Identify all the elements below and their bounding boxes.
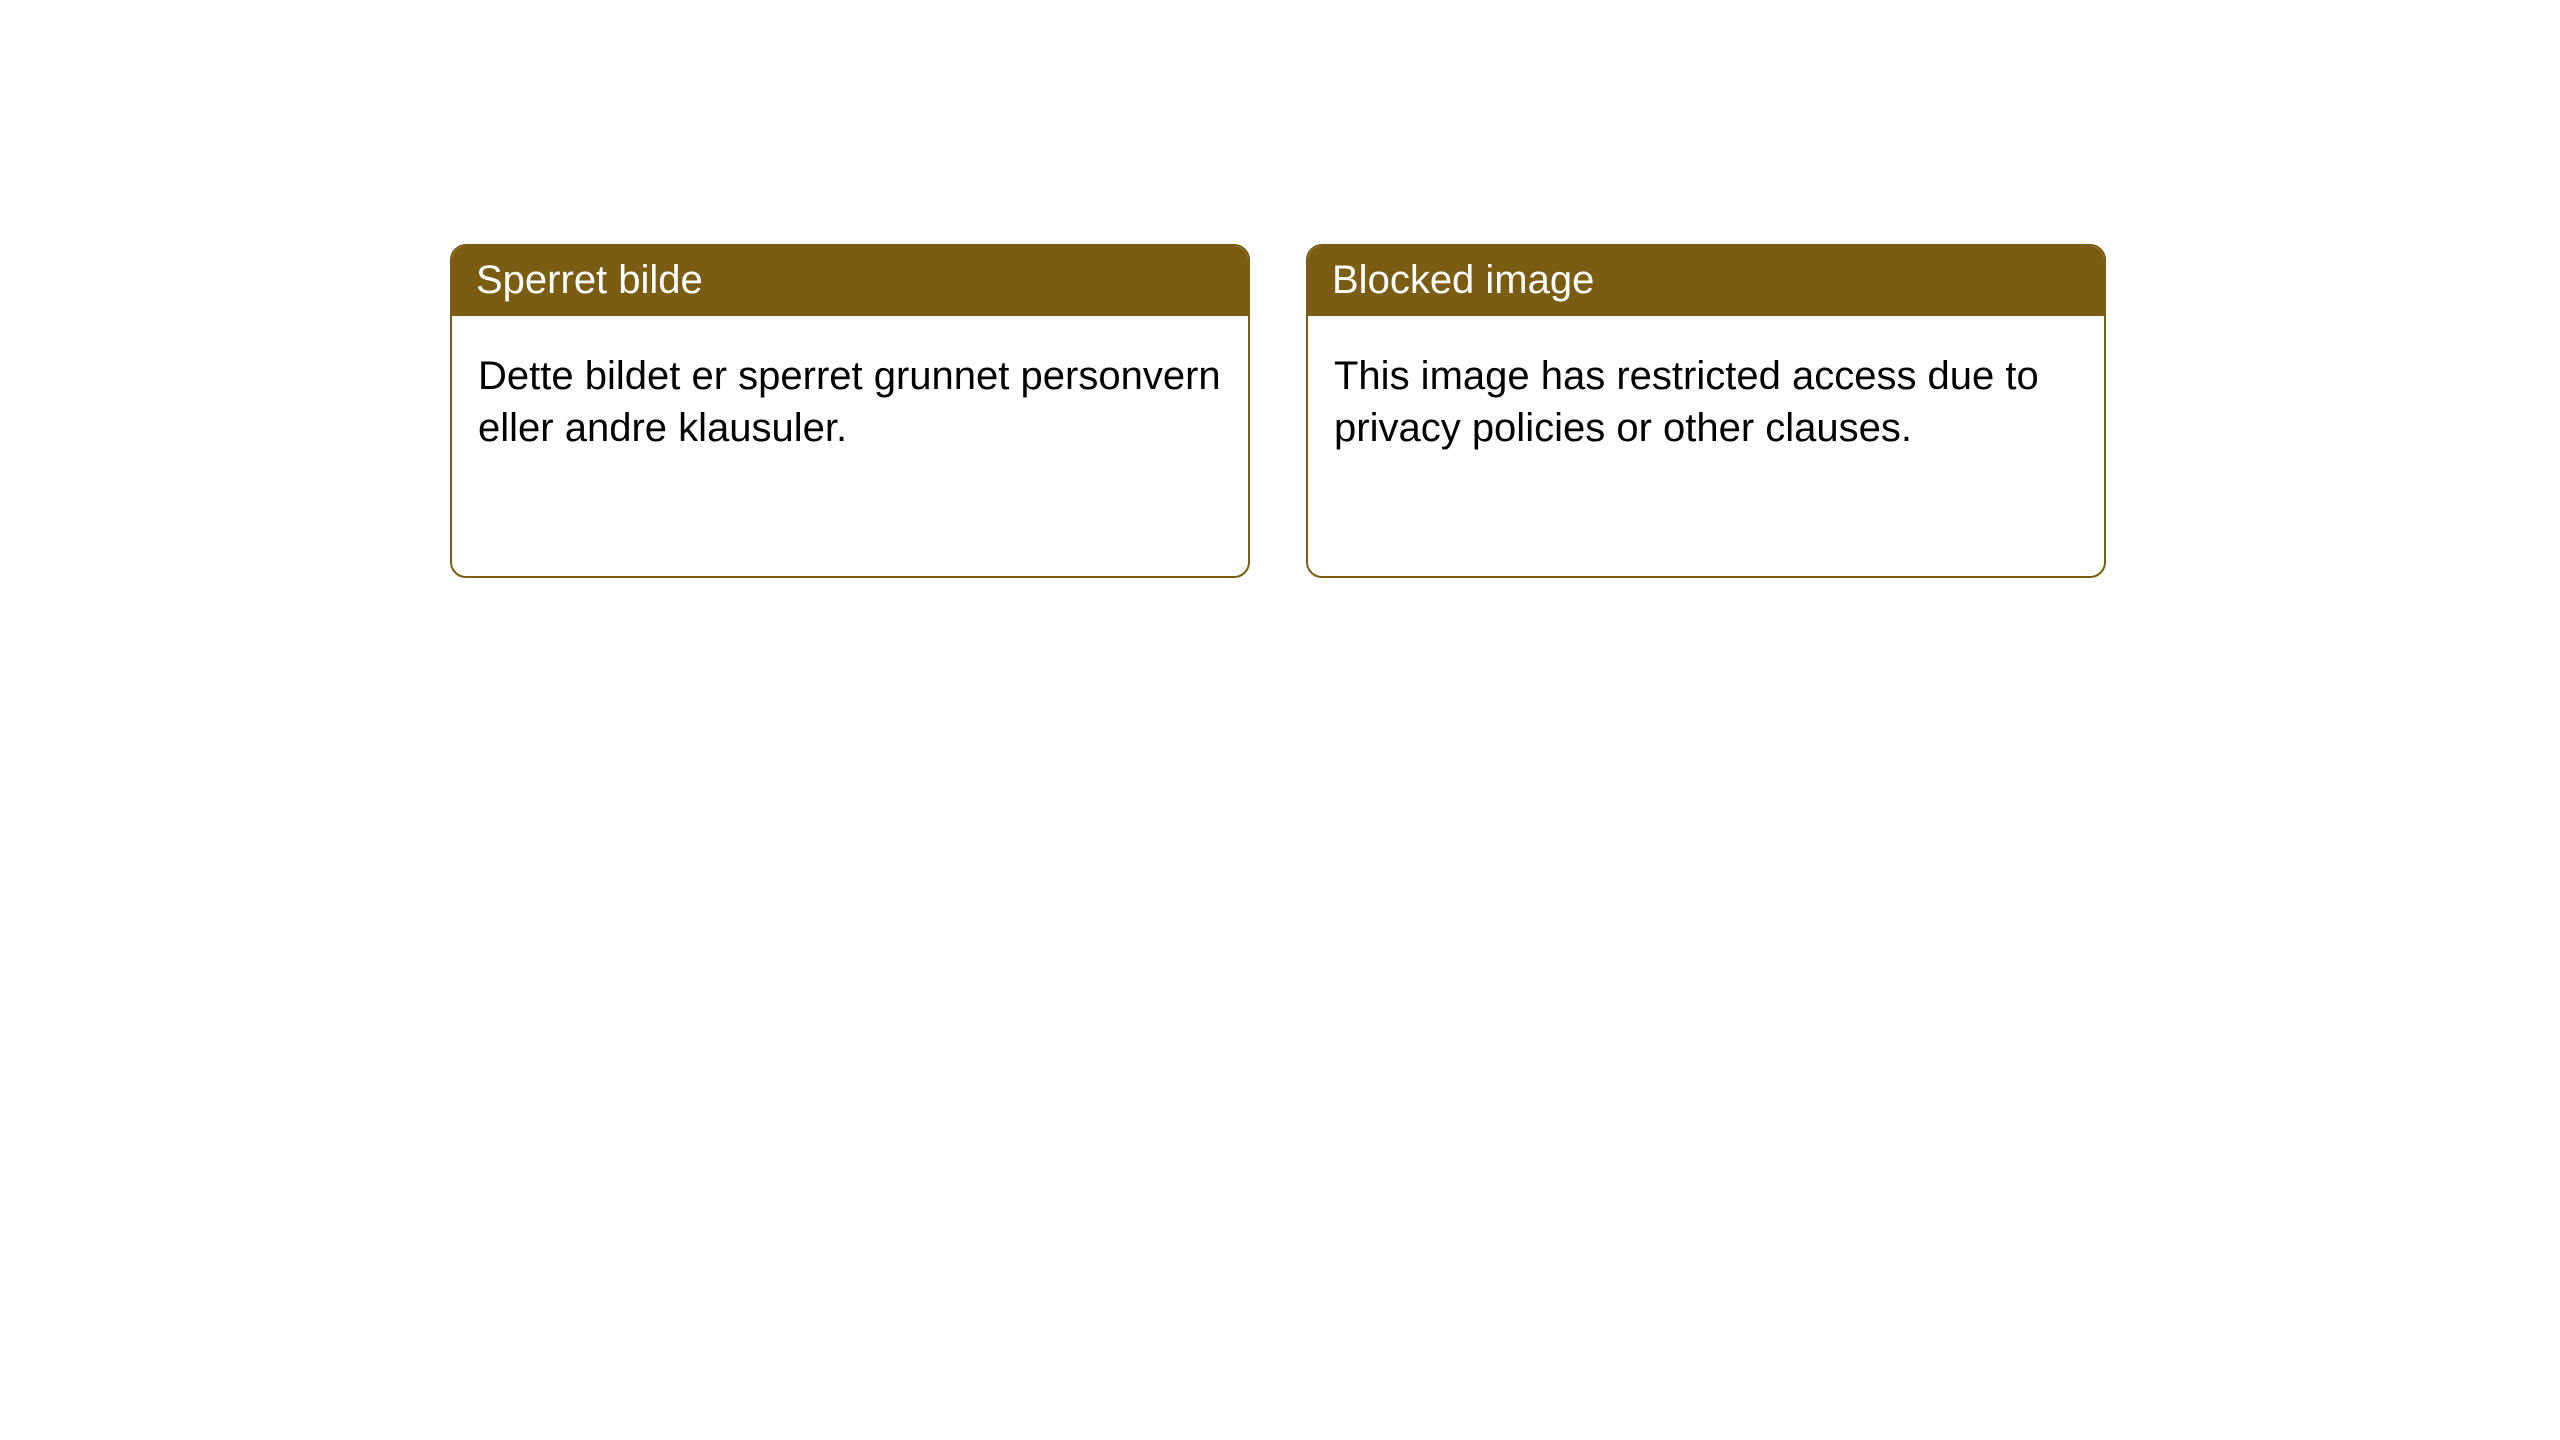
notice-title: Blocked image <box>1332 258 1594 302</box>
notice-body: Dette bildet er sperret grunnet personve… <box>452 316 1248 488</box>
notice-text: This image has restricted access due to … <box>1334 354 2039 450</box>
notice-container: Sperret bilde Dette bildet er sperret gr… <box>450 244 2106 578</box>
notice-card-english: Blocked image This image has restricted … <box>1306 244 2106 578</box>
notice-header: Blocked image <box>1308 246 2104 316</box>
notice-body: This image has restricted access due to … <box>1308 316 2104 488</box>
notice-header: Sperret bilde <box>452 246 1248 316</box>
notice-title: Sperret bilde <box>476 258 703 302</box>
notice-text: Dette bildet er sperret grunnet personve… <box>478 354 1221 450</box>
notice-card-norwegian: Sperret bilde Dette bildet er sperret gr… <box>450 244 1250 578</box>
